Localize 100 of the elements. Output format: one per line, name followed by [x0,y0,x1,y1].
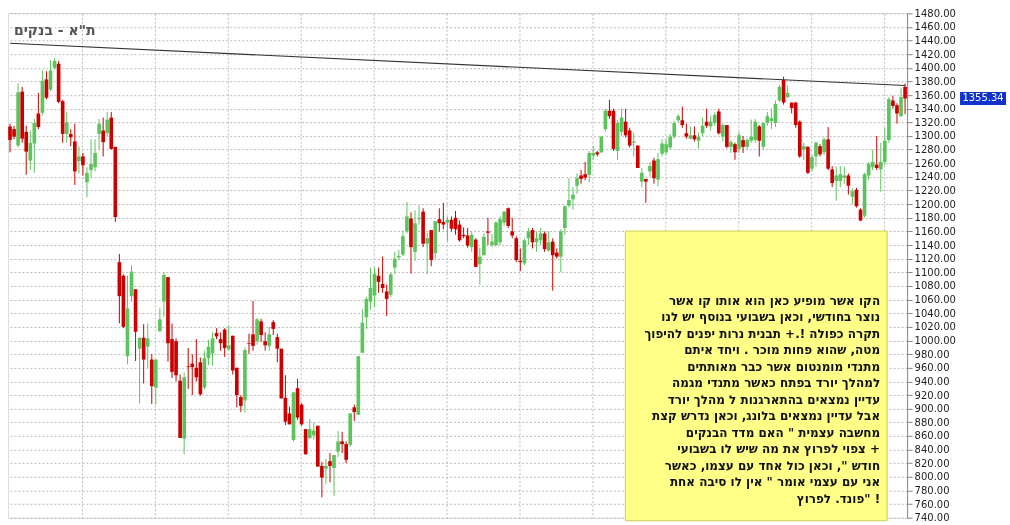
candlestick [267,326,272,352]
y-tick-label: 1380.00 [914,75,956,87]
y-tick-label: 1360.00 [914,89,956,101]
y-tick-label: 1240.00 [914,171,956,183]
y-tick-label: 1000.00 [914,334,956,346]
y-tick-label: 1340.00 [914,103,956,115]
y-tick-label: 980.00 [914,348,950,360]
candlestick [498,215,502,246]
y-tick-label: 860.00 [914,430,950,442]
candlestick [757,124,762,157]
candlestick [550,237,555,292]
candlestick [640,167,644,188]
candlestick [145,322,150,369]
candlestick [494,220,498,247]
candlestick [425,232,429,275]
y-tick-label: 1460.00 [914,21,956,33]
candlestick [105,111,110,137]
candlestick [437,207,442,232]
y-tick-label: 1060.00 [914,294,956,306]
y-tick-label: 800.00 [914,471,950,483]
candlestick [405,201,409,234]
candlestick [328,452,332,483]
candlestick [587,150,591,183]
y-tick-label: 940.00 [914,375,950,387]
candlestick [307,418,312,440]
y-tick-label: 1300.00 [914,130,956,142]
candlestick [769,108,774,130]
y-tick-label: 1140.00 [914,239,956,251]
candlestick [575,172,579,195]
candlestick [733,142,737,161]
candlestick [32,118,37,174]
y-tick-label: 1280.00 [914,144,956,156]
candlestick [226,324,231,352]
candlestick [401,230,405,257]
text: הקו אשר מופיע כאן הוא אותו קו אשר נוצר בחודשי, וכאן בשבועי בנוסף יש לנו תקרה כפולה !.+ תבנית נרות יפנים להיפוך מטה, שהוא פחות מוכר . ויחד איתם מתנדי מומנטום אשר כבר מאותתים למהלך יורד בפתח כאשר מתנדי מגמה עדיין נמצאים בהתארגנות ל מהלך יורד אבל עדיין נמצאים בלונג, וכאן נדרש קצת מחשבה עצמית " האם מדד הבנקים צפוי לפרוץ את מה שיש לו בשבועי + חודש ", וכאן כול אחד עם עצמו, כאשר אני עם עצמי אומר " אין לו סיבה אחת פונד. לפרוץ" ! [644,293,881,506]
y-tick-label: 780.00 [914,484,950,496]
candlestick [469,230,474,253]
candlestick [486,217,490,246]
y-tick-label: 1160.00 [914,225,956,237]
candlestick [97,118,101,151]
y-tick-label: 1320.00 [914,116,956,128]
y-tick-label: 840.00 [914,444,950,456]
candlestick [899,87,903,118]
y-tick-label: 960.00 [914,362,950,374]
y-tick-label: 1080.00 [914,280,956,292]
candlestick [510,217,515,239]
y-tick-label: 1400.00 [914,62,956,74]
candlestick [741,135,745,154]
candlestick [478,247,482,286]
text: 1355.34 [962,92,1004,104]
candlestick [441,202,446,230]
y-tick-label: 1420.00 [914,48,956,60]
candlestick [255,317,259,346]
candlestick [874,135,879,171]
candlestick [275,333,280,363]
candlestick [729,139,733,154]
candlestick [239,394,243,413]
y-tick-label: 740.00 [914,512,950,524]
y-tick-label: 1440.00 [914,35,956,47]
candlestick [631,132,636,157]
y-tick-label: 920.00 [914,389,950,401]
candlestick [814,140,818,168]
candlestick [101,117,105,157]
candlestick [324,458,328,485]
candlestick [247,333,251,355]
candlestick [725,124,729,149]
candlestick [583,161,587,181]
y-tick-label: 1200.00 [914,198,956,210]
y-tick-label: 760.00 [914,498,950,510]
y-tick-label: 1120.00 [914,253,956,265]
y-tick-label: 880.00 [914,416,950,428]
candlestick [648,161,652,178]
y-tick-label: 1220.00 [914,185,956,196]
candlestick [64,111,69,144]
y-tick-label: 1040.00 [914,307,956,319]
candlestick [737,131,741,154]
candlestick [392,251,397,275]
candlestick [81,152,85,177]
y-tick-label: 1260.00 [914,157,956,169]
candlestick [546,230,551,253]
candlestick [158,307,162,333]
candlestick [186,347,191,390]
candlestick [251,300,255,352]
candlestick [834,166,839,202]
y-tick-label: 1180.00 [914,212,956,224]
candlestick [652,157,656,185]
text: ת"א - בנקים [13,22,96,39]
candlestick [664,138,668,156]
candlestick [259,318,263,343]
candlestick [514,235,519,263]
y-tick-label: 1480.00 [914,7,956,19]
candlestick [388,272,393,298]
candlestick [8,123,12,153]
y-tick-label: 1100.00 [914,266,956,278]
candlestick [753,118,758,144]
y-tick-label: 820.00 [914,457,950,469]
y-tick-label: 900.00 [914,403,950,415]
candlestick [903,82,907,115]
y-tick-label: 1020.00 [914,321,956,333]
candlestick [77,145,81,174]
